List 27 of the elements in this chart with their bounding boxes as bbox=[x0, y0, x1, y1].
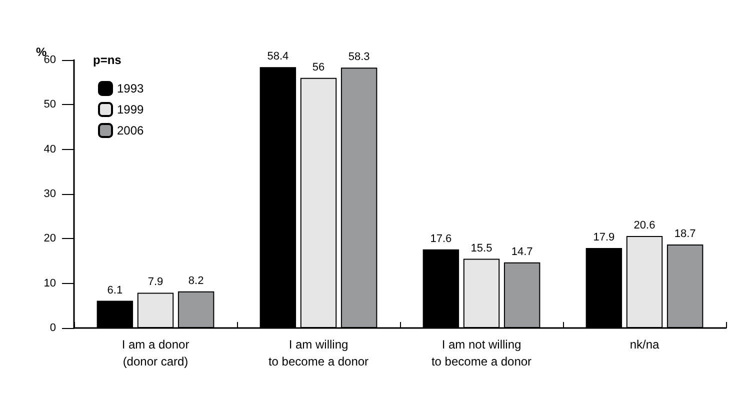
x-tick-label: I am willing to become a donor bbox=[268, 338, 369, 368]
legend-label: 2006 bbox=[117, 124, 144, 138]
data-label: 14.7 bbox=[511, 246, 533, 258]
data-label: 18.7 bbox=[674, 228, 696, 240]
y-tick-label: 60 bbox=[44, 54, 56, 66]
x-tick-label: nk/na bbox=[630, 338, 660, 352]
data-label: 15.5 bbox=[470, 242, 492, 254]
x-tick-label: I am not willing to become a donor bbox=[431, 338, 532, 368]
data-label: 6.1 bbox=[107, 284, 123, 296]
data-label: 17.9 bbox=[593, 232, 615, 244]
data-label: 7.9 bbox=[148, 276, 164, 288]
data-label: 8.2 bbox=[188, 274, 204, 287]
legend-title: p=ns bbox=[93, 53, 122, 67]
y-tick-label: 0 bbox=[50, 322, 56, 334]
data-label: 58.3 bbox=[348, 51, 370, 64]
y-tick-label: 30 bbox=[44, 188, 56, 200]
y-tick-label: 10 bbox=[44, 277, 56, 290]
data-label: 58.4 bbox=[267, 50, 289, 63]
data-label: 56 bbox=[312, 61, 325, 74]
data-label: 17.6 bbox=[430, 232, 452, 245]
y-tick-label: 40 bbox=[44, 143, 56, 156]
legend-label: 1999 bbox=[117, 102, 144, 116]
data-label: 20.6 bbox=[634, 219, 656, 232]
x-tick-label: I am a donor (donor card) bbox=[122, 338, 190, 368]
y-tick-label: 20 bbox=[44, 232, 56, 245]
legend-label: 1993 bbox=[117, 82, 144, 96]
y-tick-label: 50 bbox=[44, 98, 56, 111]
